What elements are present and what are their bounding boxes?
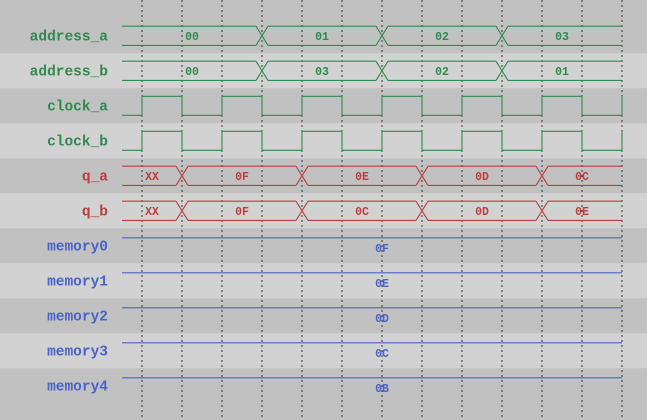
svg-text:0E: 0E <box>575 206 589 219</box>
svg-text:0F: 0F <box>375 243 389 256</box>
svg-text:00: 00 <box>185 31 199 44</box>
svg-text:00: 00 <box>185 66 199 79</box>
svg-text:memory3: memory3 <box>47 345 108 361</box>
svg-text:03: 03 <box>555 31 569 44</box>
svg-text:0F: 0F <box>235 171 249 184</box>
svg-text:memory1: memory1 <box>47 275 108 291</box>
svg-text:clock_a: clock_a <box>47 100 108 116</box>
svg-text:XX: XX <box>145 171 159 184</box>
svg-text:0F: 0F <box>235 206 249 219</box>
svg-text:memory0: memory0 <box>47 240 108 256</box>
svg-text:0C: 0C <box>355 206 369 219</box>
svg-text:memory4: memory4 <box>47 380 108 396</box>
svg-text:01: 01 <box>555 66 569 79</box>
svg-text:03: 03 <box>315 66 329 79</box>
svg-text:0E: 0E <box>375 278 389 291</box>
svg-text:01: 01 <box>315 31 329 44</box>
svg-text:0C: 0C <box>575 171 589 184</box>
svg-text:0B: 0B <box>375 383 389 396</box>
svg-text:02: 02 <box>435 66 449 79</box>
svg-text:XX: XX <box>145 206 159 219</box>
svg-text:0D: 0D <box>475 206 489 219</box>
svg-text:02: 02 <box>435 31 449 44</box>
svg-text:0C: 0C <box>375 348 389 361</box>
svg-text:0D: 0D <box>375 313 389 326</box>
svg-text:clock_b: clock_b <box>47 135 108 151</box>
svg-text:memory2: memory2 <box>47 310 108 326</box>
svg-text:0E: 0E <box>355 171 369 184</box>
svg-text:address_a: address_a <box>30 30 109 46</box>
svg-text:q_b: q_b <box>82 205 108 221</box>
svg-text:0D: 0D <box>475 171 489 184</box>
svg-text:q_a: q_a <box>82 170 108 186</box>
svg-text:address_b: address_b <box>30 65 109 81</box>
